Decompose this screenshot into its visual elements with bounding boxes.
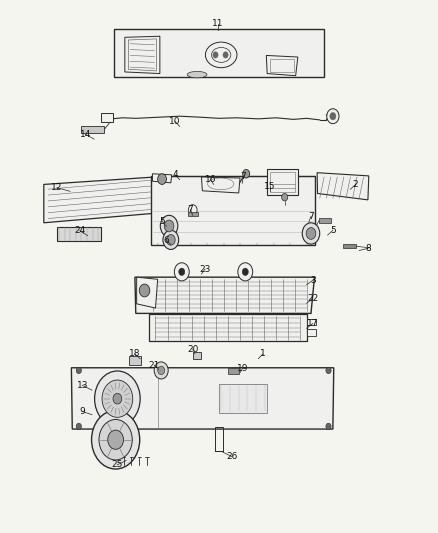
Bar [81, 126, 104, 133]
Bar [219, 384, 267, 413]
Circle shape [302, 223, 320, 244]
Text: 17: 17 [307, 319, 318, 328]
Circle shape [139, 284, 150, 297]
Circle shape [76, 423, 81, 430]
Polygon shape [201, 177, 240, 193]
Circle shape [164, 220, 174, 232]
Circle shape [326, 367, 331, 374]
Circle shape [327, 109, 339, 124]
Bar [228, 368, 239, 374]
Polygon shape [152, 174, 172, 183]
Text: 21: 21 [148, 361, 160, 369]
Bar [188, 212, 198, 216]
Circle shape [166, 235, 175, 245]
Circle shape [99, 419, 132, 460]
Circle shape [188, 205, 197, 215]
Text: 25: 25 [112, 461, 123, 469]
Text: 6: 6 [163, 236, 170, 245]
Circle shape [158, 174, 166, 184]
Circle shape [102, 380, 133, 417]
Bar [343, 244, 356, 248]
Polygon shape [71, 368, 334, 429]
Text: 11: 11 [212, 20, 224, 28]
Circle shape [160, 215, 178, 237]
Polygon shape [135, 277, 314, 313]
Circle shape [92, 410, 140, 469]
Polygon shape [128, 39, 156, 71]
Bar [215, 427, 223, 451]
Circle shape [76, 367, 81, 374]
Circle shape [179, 268, 185, 276]
Circle shape [238, 263, 253, 281]
Text: 23: 23 [199, 265, 211, 273]
Bar [114, 29, 324, 77]
Ellipse shape [205, 42, 237, 68]
Text: 16: 16 [205, 175, 216, 184]
Text: 14: 14 [80, 130, 91, 139]
Text: 10: 10 [170, 117, 181, 126]
Circle shape [158, 366, 165, 375]
Text: 22: 22 [307, 294, 318, 303]
Circle shape [163, 230, 179, 249]
Bar [129, 356, 141, 365]
Circle shape [306, 228, 316, 239]
Bar [319, 218, 331, 223]
Circle shape [113, 393, 122, 404]
Text: 7: 7 [308, 212, 314, 221]
Circle shape [213, 52, 218, 58]
Bar [270, 59, 294, 72]
Circle shape [95, 371, 140, 426]
Ellipse shape [212, 47, 231, 62]
Circle shape [154, 362, 168, 379]
Text: 9: 9 [79, 407, 85, 416]
Text: 12: 12 [51, 183, 63, 192]
Text: 15: 15 [264, 182, 276, 190]
Circle shape [223, 52, 228, 58]
Circle shape [243, 169, 250, 178]
Text: 8: 8 [365, 244, 371, 253]
Bar [193, 352, 201, 359]
Polygon shape [149, 314, 307, 341]
Text: 2: 2 [353, 180, 358, 189]
Polygon shape [137, 277, 158, 308]
Circle shape [242, 268, 248, 276]
Circle shape [108, 430, 124, 449]
Text: 4: 4 [173, 171, 178, 179]
Bar [267, 169, 298, 195]
Bar [307, 319, 316, 325]
Ellipse shape [187, 71, 207, 78]
Text: 19: 19 [237, 364, 248, 373]
Text: 24: 24 [74, 227, 85, 235]
Text: 1: 1 [260, 350, 266, 358]
Polygon shape [44, 177, 155, 223]
Circle shape [330, 112, 336, 120]
Text: 26: 26 [226, 453, 238, 461]
Circle shape [174, 263, 189, 281]
Text: 13: 13 [77, 381, 88, 390]
Text: 5: 5 [159, 217, 165, 225]
Polygon shape [317, 173, 369, 200]
Text: 20: 20 [187, 345, 198, 353]
Bar [57, 227, 101, 241]
Text: 3: 3 [310, 276, 316, 285]
Text: 7: 7 [240, 173, 246, 181]
Bar [101, 113, 113, 122]
Circle shape [282, 193, 288, 201]
Text: 5: 5 [330, 226, 336, 235]
Circle shape [326, 423, 331, 430]
Bar [270, 172, 295, 192]
Bar [151, 176, 315, 245]
Bar [307, 329, 316, 336]
Text: 18: 18 [129, 350, 141, 358]
Polygon shape [266, 55, 298, 76]
Text: 7: 7 [187, 205, 194, 214]
